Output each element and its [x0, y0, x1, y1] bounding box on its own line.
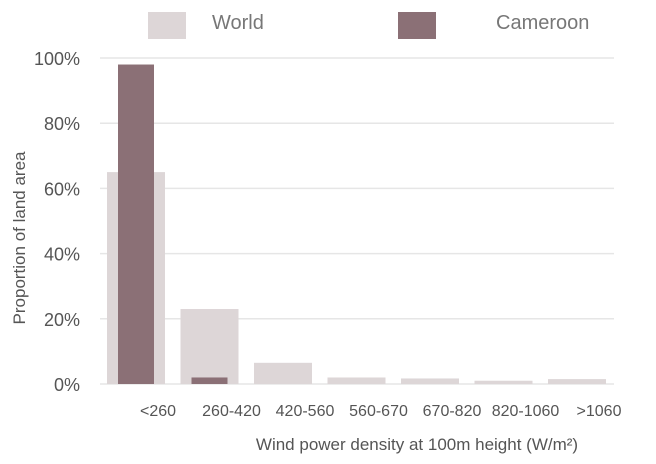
- bar-world: [401, 378, 459, 384]
- x-tick-label: >1060: [577, 403, 622, 420]
- gridlines: [100, 57, 614, 385]
- x-axis-label: Wind power density at 100m height (W/m²): [256, 435, 578, 454]
- y-tick-label: 20%: [44, 310, 80, 330]
- x-tick-labels: <260 260-420 420-560 560-670 670-820 820-1060…: [140, 403, 622, 420]
- legend-swatch: [148, 12, 186, 39]
- bar-cameroon: [191, 377, 228, 384]
- y-tick-label: 100%: [34, 49, 80, 69]
- x-tick-label: 670-820: [423, 403, 482, 420]
- legend-swatch: [398, 12, 436, 39]
- bar-world: [254, 362, 312, 384]
- x-tick-label: 560-670: [349, 403, 408, 420]
- y-axis-label: Proportion of land area: [10, 151, 29, 324]
- y-tick-labels: 0% 20% 40% 60% 80% 100%: [34, 49, 80, 395]
- bar-world: [548, 379, 606, 384]
- x-tick-label: <260: [140, 403, 176, 420]
- x-tick-label: 260-420: [202, 403, 261, 420]
- bar-world: [474, 380, 533, 384]
- legend-label: Cameroon: [496, 12, 589, 34]
- y-tick-label: 80%: [44, 114, 80, 134]
- bar-cameroon: [118, 64, 154, 385]
- x-tick-label: 820-1060: [492, 403, 560, 420]
- bar-world: [327, 377, 386, 384]
- legend-label: World: [212, 12, 264, 34]
- x-tick-label: 420-560: [276, 403, 335, 420]
- bars: [107, 64, 606, 385]
- y-tick-label: 60%: [44, 179, 80, 199]
- bar-world: [180, 309, 239, 384]
- y-tick-label: 0%: [54, 375, 80, 395]
- y-tick-label: 40%: [44, 245, 80, 265]
- legend: World Cameroon: [148, 12, 589, 39]
